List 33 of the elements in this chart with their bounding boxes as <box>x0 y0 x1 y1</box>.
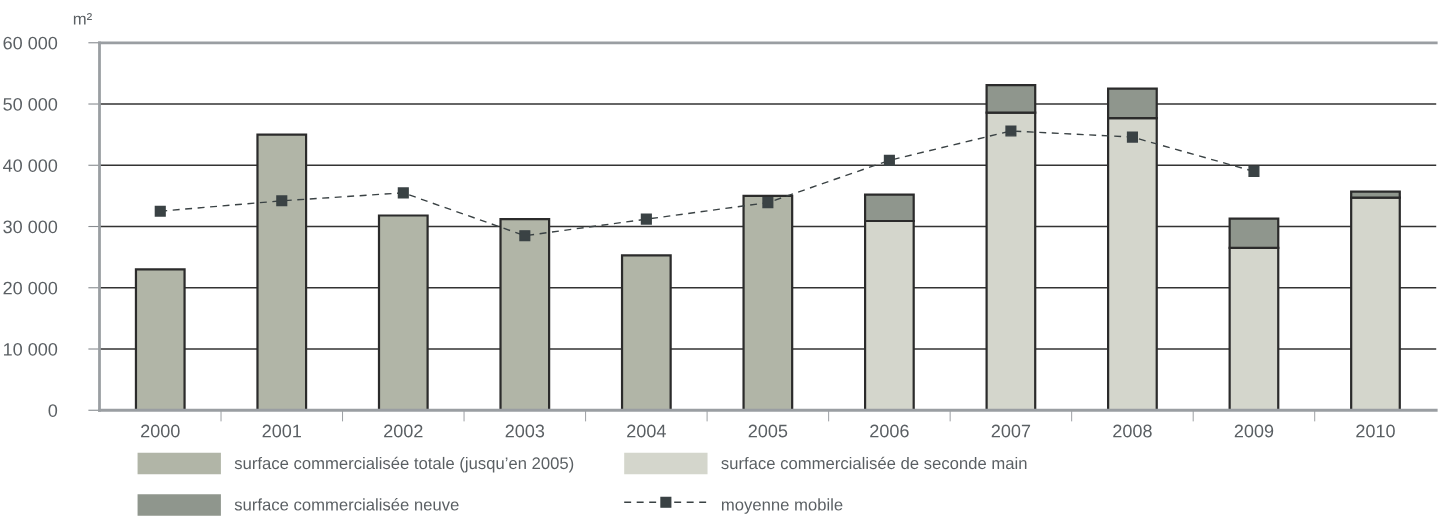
y-tick-label: 20 000 <box>3 281 58 295</box>
point <box>762 197 774 209</box>
point <box>1248 165 1260 177</box>
point <box>154 205 166 217</box>
x-tick-label: 2000 <box>141 424 180 438</box>
x-tick-label: 2010 <box>1356 424 1395 438</box>
x-tick-label: 2003 <box>505 424 545 438</box>
y-tick-label: 50 000 <box>3 97 58 111</box>
y-tick-label: 60 000 <box>3 36 58 50</box>
point <box>397 187 409 199</box>
point <box>1126 131 1138 143</box>
point <box>276 195 288 207</box>
x-tick-label: 2001 <box>262 424 301 438</box>
legend-label: surface commercialisée totale (jusqu’en 2005) <box>234 456 574 473</box>
point <box>883 154 895 166</box>
legend-label: surface commercialisée de seconde main <box>721 456 1027 470</box>
y-tick-label: 10 000 <box>3 342 58 356</box>
y-axis-title: m² <box>73 13 92 25</box>
legend-label: surface commercialisée neuve <box>234 498 459 511</box>
x-tick-label: 2006 <box>870 424 909 438</box>
point <box>1005 125 1017 137</box>
x-tick-label: 2007 <box>991 424 1031 438</box>
y-tick-label: 40 000 <box>3 159 58 172</box>
point <box>519 230 531 242</box>
point <box>640 213 652 225</box>
x-tick-label: 2005 <box>748 424 788 438</box>
x-tick-label: 2002 <box>384 424 423 438</box>
legend-label: moyenne mobile <box>721 498 843 514</box>
y-tick-label: 0 <box>48 404 58 417</box>
x-tick-label: 2004 <box>627 424 666 438</box>
y-tick-label: 30 000 <box>3 220 58 234</box>
x-tick-label: 2008 <box>1113 424 1152 438</box>
x-tick-label: 2009 <box>1234 424 1274 438</box>
